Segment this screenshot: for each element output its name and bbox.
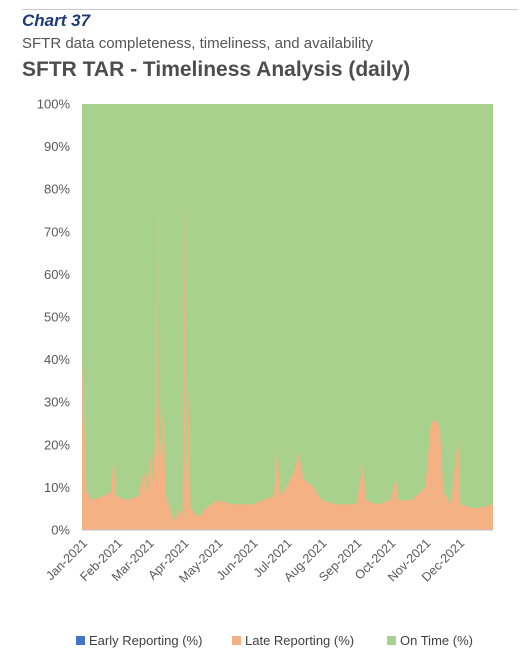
y-tick-label: 10% (44, 480, 70, 495)
y-tick-label: 50% (44, 310, 70, 325)
top-rule (22, 9, 518, 10)
legend-label: Early Reporting (%) (89, 633, 202, 648)
legend: Early Reporting (%) Late Reporting (%) On … (76, 633, 473, 648)
plot-area (82, 104, 493, 530)
y-tick-label: 90% (44, 139, 70, 154)
legend-label: Late Reporting (%) (245, 633, 354, 648)
y-tick-label: 0% (51, 523, 70, 538)
legend-label: On Time (%) (400, 633, 473, 648)
y-tick-label: 30% (44, 395, 70, 410)
y-tick-label: 80% (44, 182, 70, 197)
y-tick-label: 60% (44, 267, 70, 282)
y-tick-label: 70% (44, 224, 70, 239)
chart-subtitle: SFTR data completeness, timeliness, and … (22, 35, 373, 52)
chart-title: SFTR TAR - Timeliness Analysis (daily) (22, 58, 411, 81)
legend-swatch (387, 636, 396, 645)
legend-swatch (76, 636, 85, 645)
legend-swatch (232, 636, 241, 645)
y-tick-label: 100% (37, 97, 71, 112)
y-tick-label: 40% (44, 352, 70, 367)
chart-number: Chart 37 (22, 11, 91, 30)
y-tick-label: 20% (44, 437, 70, 452)
late-reporting-area (82, 104, 493, 530)
